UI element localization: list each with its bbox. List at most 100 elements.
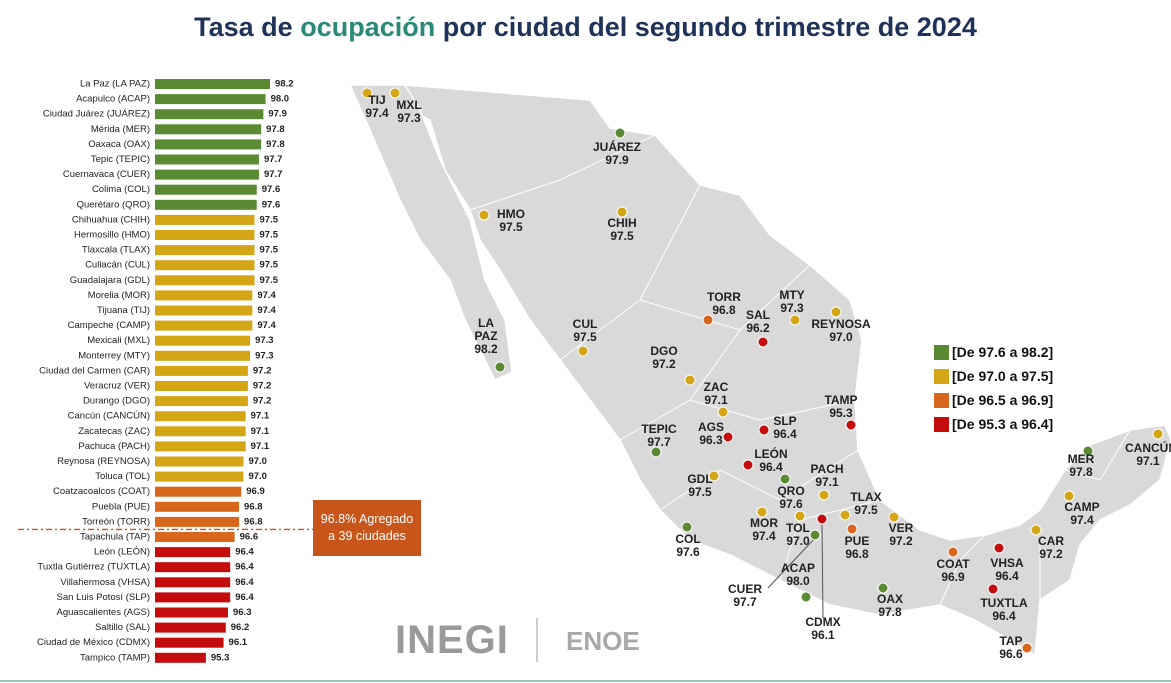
city-dot — [809, 529, 821, 541]
city-label: TEPIC 97.7 — [636, 423, 682, 449]
category-label: Puebla (PUE) — [92, 501, 150, 512]
city-code: VER — [888, 521, 914, 535]
city-dot — [756, 506, 768, 518]
city-code: PACH — [810, 462, 844, 476]
city-dot — [684, 374, 696, 386]
city-label: QRO 97.6 — [771, 485, 811, 511]
city-dot — [830, 306, 842, 318]
bar — [155, 577, 231, 588]
survey-name: ENOE — [566, 626, 640, 656]
value-label: 97.2 — [253, 396, 272, 407]
bar — [155, 501, 240, 512]
category-label: Zacatecas (ZAC) — [78, 426, 150, 437]
city-label: GDL 97.5 — [680, 473, 720, 499]
city-value: 97.8 — [878, 605, 902, 619]
city-dot — [758, 424, 770, 436]
category-label: Pachuca (PACH) — [78, 441, 150, 452]
city-label: TAMP 95.3 — [819, 394, 863, 420]
category-label: Cancún (CANCÚN) — [68, 411, 150, 422]
city-label: DGO 97.2 — [644, 345, 684, 371]
legend-item: [De 95.3 a 96.4] — [934, 416, 1053, 432]
category-label: Torreón (TORR) — [82, 516, 150, 527]
chart-title: Tasa de ocupación por ciudad del segundo… — [0, 12, 1171, 43]
bar — [155, 109, 264, 120]
legend-swatch — [934, 344, 949, 360]
city-label: SAL 96.2 — [738, 309, 778, 335]
category-label: Durango (DGO) — [83, 396, 150, 407]
city-code: CDMX — [805, 615, 841, 629]
city-dot — [708, 470, 720, 482]
city-dot — [888, 511, 900, 523]
value-label: 96.4 — [235, 547, 254, 558]
title-part: Tasa de — [194, 12, 301, 42]
value-label: 96.9 — [246, 486, 265, 497]
bar — [155, 305, 253, 316]
value-label: 97.8 — [266, 139, 285, 150]
city-code: CAR — [1038, 534, 1064, 548]
bar — [155, 607, 228, 618]
city-dot — [1021, 642, 1033, 654]
city-value: 97.3 — [397, 111, 421, 125]
city-code: MTY — [779, 288, 805, 302]
value-label: 97.5 — [260, 230, 279, 241]
city-code: MER — [1067, 452, 1095, 466]
city-dot — [702, 314, 714, 326]
category-label: Mexicali (MXL) — [87, 335, 150, 346]
category-label: Tlaxcala (TLAX) — [82, 245, 150, 256]
bar — [155, 184, 257, 195]
city-code: TAMP — [824, 393, 858, 407]
category-label: Acapulco (ACAP) — [76, 94, 150, 105]
city-label: MER 97.8 — [1061, 453, 1101, 479]
leader-line — [767, 537, 816, 589]
legend-item: [De 96.5 a 96.9] — [934, 392, 1053, 408]
city-code: VHSA — [990, 556, 1024, 570]
value-label: 97.4 — [257, 290, 276, 301]
value-label: 97.5 — [260, 214, 279, 225]
city-value: 96.4 — [995, 569, 1019, 583]
city-dot — [818, 489, 830, 501]
value-label: 97.6 — [262, 184, 281, 195]
city-value: 97.5 — [573, 330, 597, 344]
value-label: 96.4 — [235, 592, 254, 603]
category-label: Monterrey (MTY) — [78, 350, 150, 361]
city-dot — [947, 546, 959, 558]
category-label: Tapachula (TAP) — [80, 532, 150, 543]
value-label: 97.4 — [257, 320, 276, 331]
city-value: 97.3 — [780, 301, 804, 315]
city-label: MXL 97.3 — [389, 99, 429, 125]
value-label: 96.6 — [240, 532, 259, 543]
bar — [155, 199, 257, 210]
city-value: 97.0 — [829, 330, 853, 344]
bar — [155, 441, 246, 452]
category-label: León (LEÓN) — [94, 547, 150, 558]
bar — [155, 290, 253, 301]
city-value: 98.2 — [474, 342, 498, 356]
city-value: 98.0 — [786, 574, 810, 588]
bar — [155, 350, 251, 361]
category-label: Mérida (MER) — [91, 124, 150, 135]
city-code: OAX — [876, 592, 903, 606]
city-code: CUL — [572, 317, 598, 331]
legend-label: [De 97.6 a 98.2] — [952, 344, 1054, 360]
city-value: 97.8 — [1069, 465, 1093, 479]
city-dot — [681, 521, 693, 533]
city-dot — [577, 345, 589, 357]
city-value: 96.1 — [811, 628, 835, 642]
city-value: 96.4 — [773, 427, 797, 441]
city-code: CHIH — [607, 216, 637, 230]
city-dot — [800, 591, 812, 603]
city-code: PUE — [844, 534, 870, 548]
value-label: 98.0 — [271, 94, 290, 105]
city-label: VHSA 96.4 — [985, 557, 1029, 583]
city-code: LA PAZ — [474, 316, 498, 343]
city-label: COAT 96.9 — [931, 558, 975, 584]
bar — [155, 335, 251, 346]
value-label: 96.1 — [229, 637, 248, 648]
city-value: 97.1 — [704, 393, 728, 407]
city-value: 97.2 — [1039, 547, 1063, 561]
city-code: JUÁREZ — [592, 140, 641, 154]
city-label: LA PAZ 98.2 — [471, 317, 501, 356]
annotation: 96.8% Agregado a 39 ciudades — [313, 500, 421, 556]
